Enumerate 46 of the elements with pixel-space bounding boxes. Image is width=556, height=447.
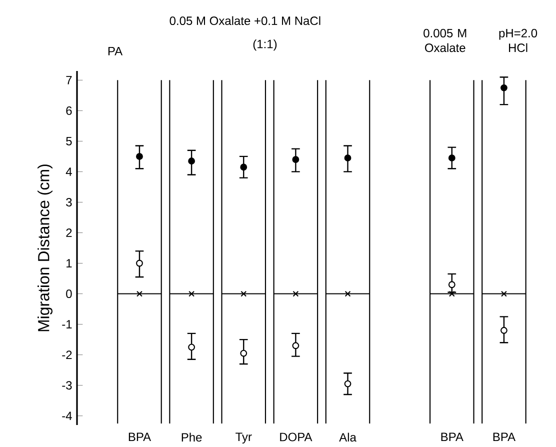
point	[292, 156, 300, 163]
point	[188, 158, 196, 164]
y-tick-label: 7	[66, 76, 72, 84]
point	[344, 154, 352, 162]
y-tick-label: 3	[66, 198, 72, 206]
y-tick-label: 6	[66, 106, 72, 115]
point	[500, 290, 507, 297]
text: PA	[108, 47, 123, 56]
point	[188, 290, 195, 297]
y-tick-label: -2	[62, 350, 72, 359]
x-tick-label: Phe	[182, 432, 202, 442]
point	[188, 344, 196, 351]
y-tick-label: -4	[62, 412, 72, 420]
point	[240, 164, 248, 171]
x-tick-label: Tyr	[236, 432, 252, 444]
y-tick-label: -3	[62, 381, 72, 390]
y-tick-label: 5	[66, 136, 72, 146]
text: 0.005 M Oxalate	[424, 28, 466, 52]
point	[240, 350, 248, 357]
y-tick-label: 4	[66, 168, 72, 176]
point	[500, 84, 508, 92]
x-tick-label: BPA	[441, 432, 464, 442]
point	[136, 260, 143, 267]
y-tick-label: 1	[66, 259, 72, 268]
point	[448, 290, 455, 297]
point	[344, 380, 352, 388]
point	[292, 342, 300, 350]
point	[136, 152, 143, 160]
point	[136, 290, 142, 297]
point	[344, 290, 351, 297]
y-tick-label: -1	[62, 320, 72, 328]
x-tick-label: BPA	[493, 432, 516, 442]
x-tick-label: BPA	[128, 432, 152, 442]
point	[500, 326, 508, 334]
text: pH=2.0 HCl	[499, 28, 538, 52]
y-axis-title: Migration Distance (cm)	[38, 164, 52, 332]
text: 0.05 M Oxalate +0.1 M NaCl	[170, 16, 320, 26]
text: (1:1)	[253, 39, 277, 51]
point	[240, 290, 247, 297]
x-tick-label: DOPA	[280, 432, 312, 442]
x-tick-label: Ala	[339, 432, 356, 442]
y-tick-label: 0	[66, 290, 72, 298]
point	[448, 154, 456, 162]
y-tick-label: 2	[66, 228, 72, 237]
point	[448, 281, 456, 288]
point	[292, 290, 299, 297]
